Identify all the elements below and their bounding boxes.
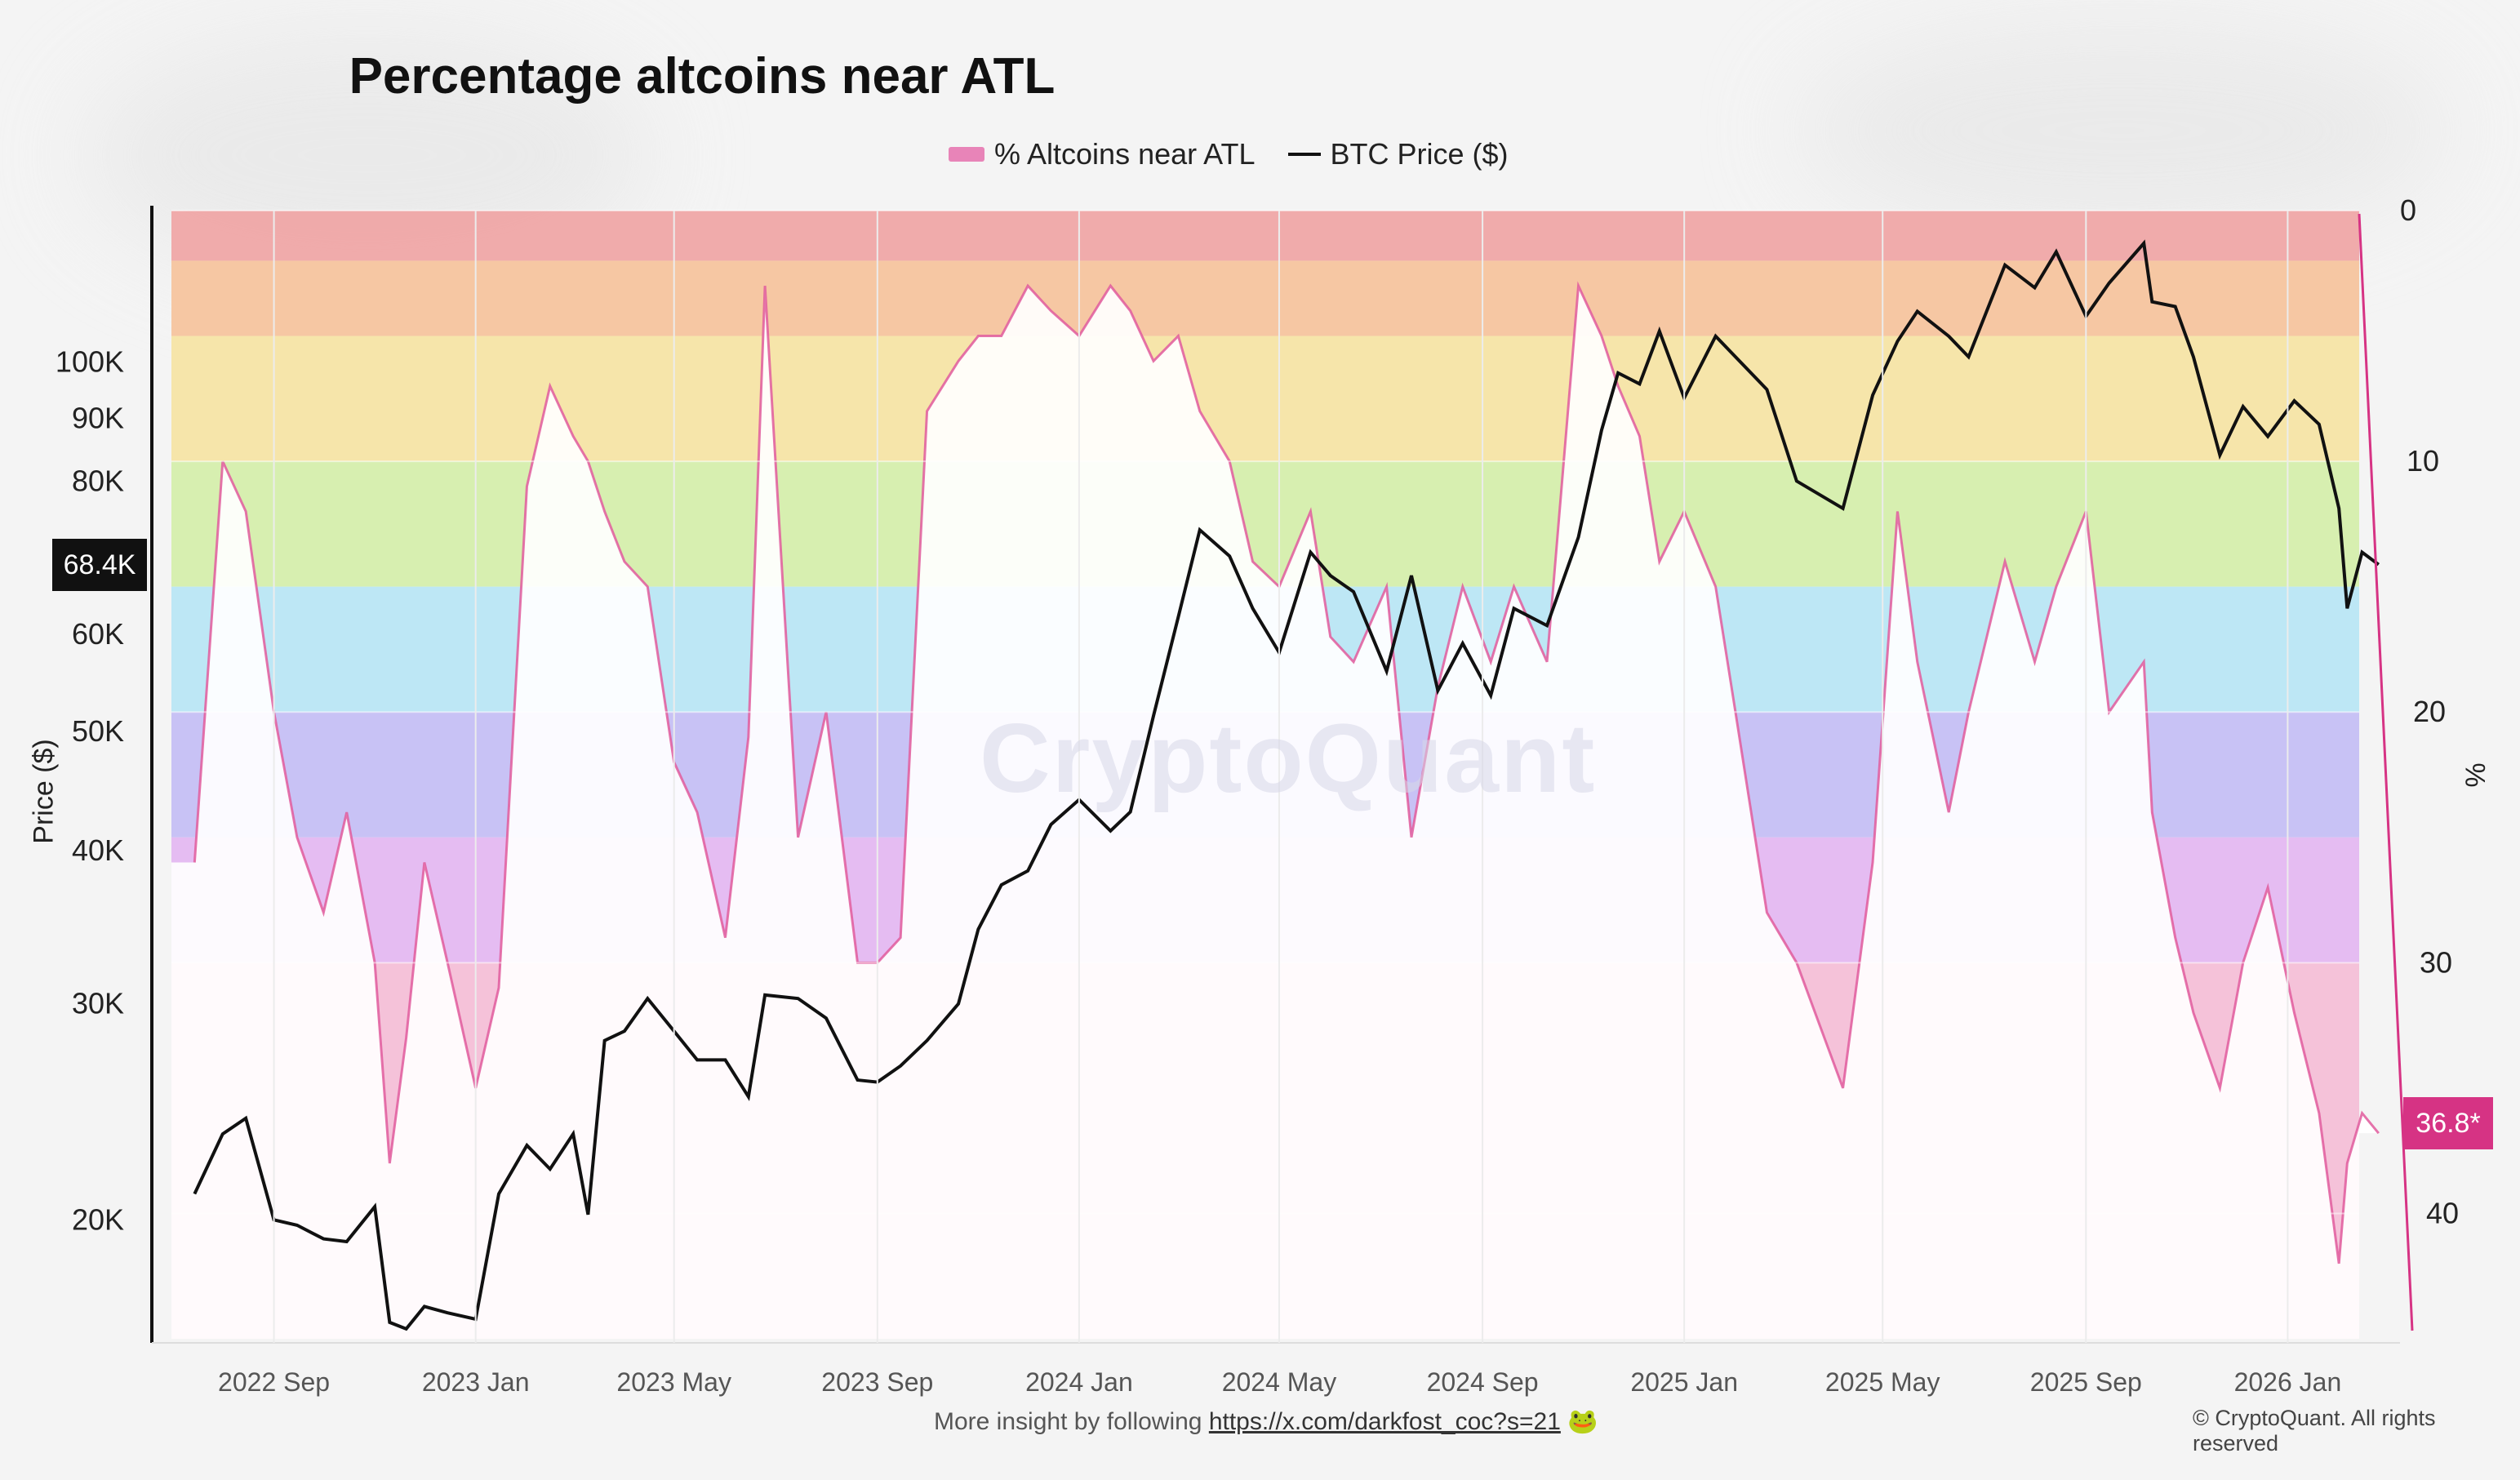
legend-item-btc[interactable]: BTC Price ($): [1287, 137, 1509, 171]
x-tick-label: 2025 Sep: [2030, 1367, 2142, 1397]
footer-link[interactable]: https://x.com/darkfost_coc?s=21: [1208, 1408, 1561, 1435]
btc-last-value-badge: 68.4K: [52, 539, 147, 591]
legend-swatch-altcoins: [949, 147, 984, 162]
legend-label-btc: BTC Price ($): [1330, 137, 1509, 171]
pct-last-value-badge: 36.8*: [2403, 1097, 2493, 1149]
x-tick-label: 2026 Jan: [2234, 1367, 2342, 1397]
x-axis-ticks: 2022 Sep 2023 Jan 2023 May 2023 Sep 2024 Jan…: [218, 211, 2341, 1397]
y-right-tick-label: 30: [2420, 945, 2452, 979]
y-left-tick-label: 80K: [72, 464, 124, 497]
pct-area-mask: [171, 286, 2379, 1340]
x-tick-label: 2023 Jan: [422, 1367, 530, 1397]
y-left-tick-label: 50K: [72, 714, 124, 748]
x-tick-label: 2025 May: [1825, 1367, 1940, 1397]
band: [171, 260, 2359, 336]
watermark: CryptoQuant: [980, 704, 1597, 813]
y-left-ticks: 20K 30K 40K 50K 60K 80K 90K 100K: [56, 345, 124, 1237]
chart-title: Percentage altcoins near ATL: [349, 48, 1056, 104]
y-left-tick-label: 30K: [72, 987, 124, 1020]
x-tick-label: 2023 Sep: [821, 1367, 933, 1397]
x-tick-label: 2022 Sep: [218, 1367, 330, 1397]
y-right-ticks: 0 10 20 30 40: [2400, 193, 2459, 1229]
legend: % Altcoins near ATL BTC Price ($): [949, 137, 1509, 171]
footer-note: More insight by following https://x.com/…: [934, 1407, 1598, 1436]
legend-label-altcoins: % Altcoins near ATL: [994, 137, 1256, 171]
band: [171, 211, 2359, 261]
gridlines: [171, 210, 2359, 1215]
y-left-tick-label: 20K: [72, 1202, 124, 1236]
y-axis-right-label: %: [2459, 762, 2491, 788]
y-right-tick-label: 20: [2413, 695, 2446, 728]
x-tick-label: 2023 May: [616, 1367, 731, 1397]
x-tick-label: 2025 Jan: [1630, 1367, 1738, 1397]
y-left-tick-label: 40K: [72, 833, 124, 867]
legend-swatch-btc: [1287, 153, 1321, 156]
x-tick-label: 2024 Sep: [1427, 1367, 1539, 1397]
footer-prefix: More insight by following: [934, 1408, 1209, 1435]
btc-price-line: [193, 239, 2380, 1331]
bg-blotch: [1796, 24, 2449, 237]
legend-item-altcoins[interactable]: % Altcoins near ATL: [949, 137, 1256, 171]
y-right-tick-label: 40: [2426, 1196, 2459, 1229]
band: [171, 461, 2359, 587]
y-axis-left-label: Price ($): [28, 739, 60, 844]
y-left-tick-label: 100K: [56, 345, 124, 379]
x-tick-label: 2024 Jan: [1025, 1367, 1133, 1397]
copyright: © CryptoQuant. All rights reserved: [2193, 1406, 2436, 1456]
y-axis-right-line: [2358, 213, 2414, 1331]
x-tick-label: 2024 May: [1222, 1367, 1337, 1397]
y-left-tick-label: 60K: [72, 617, 124, 651]
y-right-tick-label: 10: [2407, 444, 2439, 478]
pct-line: [193, 281, 2380, 1264]
y-left-tick-label: 90K: [72, 401, 124, 434]
y-right-tick-label: 0: [2400, 193, 2416, 227]
frog-emoji: 🐸: [1567, 1408, 1598, 1435]
btc-line-path: [193, 239, 2380, 1331]
band: [171, 336, 2359, 462]
